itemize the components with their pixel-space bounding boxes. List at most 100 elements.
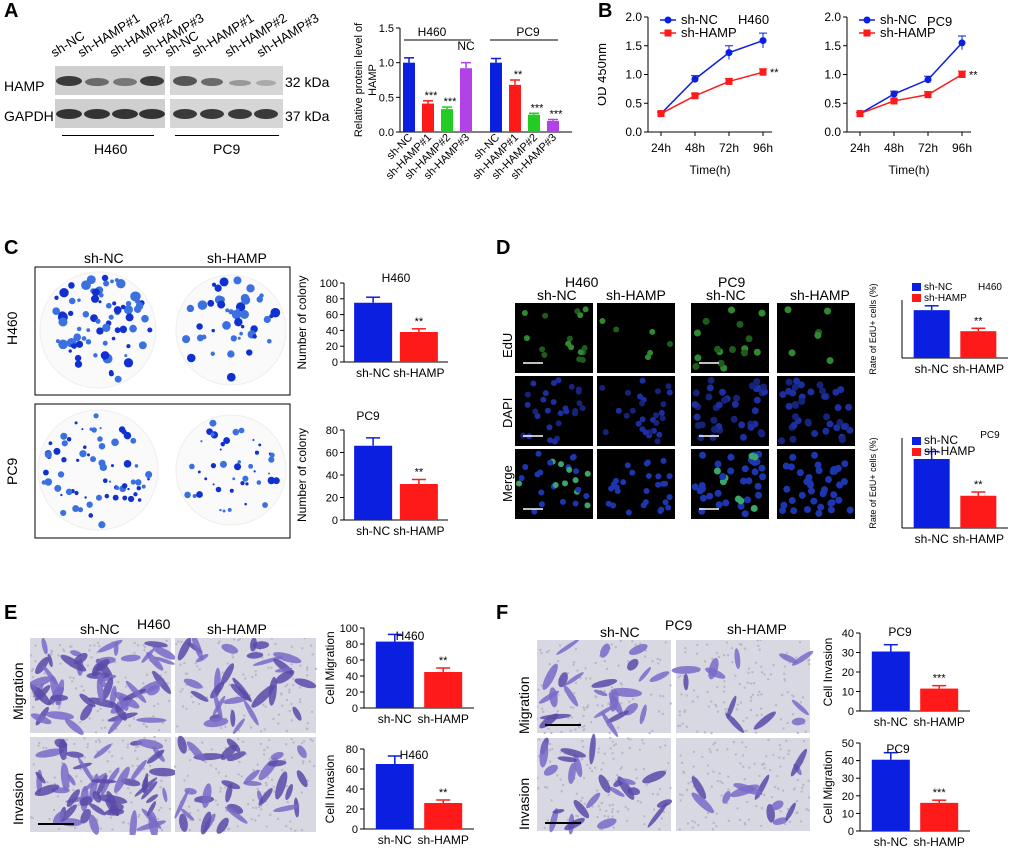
membrane-pore [582, 777, 586, 780]
stained-cell [671, 665, 701, 674]
cell-nucleus [706, 492, 714, 500]
membrane-pore [582, 706, 585, 709]
colony [115, 485, 120, 491]
membrane-pore [742, 719, 745, 723]
stained-cell [285, 783, 294, 801]
membrane-pore [129, 791, 132, 794]
chart-colony-pc9: 0 20 40 60 80 sh-NC sh-HAMP ** PC9 Number of colo… [295, 410, 448, 538]
cell-nucleus [719, 472, 727, 480]
x-tick-label: sh-NC [378, 712, 412, 726]
data-point [890, 90, 898, 98]
stained-cell [144, 641, 168, 648]
membrane-pore [145, 673, 149, 677]
membrane-pore [691, 819, 694, 823]
stained-cell [122, 688, 147, 701]
cell-nucleus [807, 388, 815, 396]
cell-nucleus [577, 349, 584, 356]
membrane-pore [782, 727, 785, 730]
cell-nucleus [748, 382, 756, 390]
membrane-pore [685, 725, 689, 728]
membrane-pore [600, 828, 604, 831]
membrane-pore [298, 698, 302, 701]
cell-nucleus [551, 438, 558, 445]
stained-cell [35, 748, 65, 758]
y-tick-label: 60 [326, 310, 338, 322]
x-tick-label: sh-HAMP [953, 532, 1004, 546]
colony [127, 487, 130, 491]
cell-nucleus [655, 481, 662, 488]
y-tick-label: 20 [326, 493, 338, 505]
membrane-pore [574, 728, 577, 731]
stained-cell [268, 676, 277, 706]
x-tick-label: 48h [884, 141, 904, 155]
membrane-pore [716, 710, 720, 713]
membrane-pore [734, 753, 737, 756]
membrane-pore [732, 740, 736, 744]
cell-nucleus [666, 340, 673, 347]
row-label-dapi: DAPI [500, 397, 515, 428]
membrane-pore [756, 640, 759, 642]
membrane-pore [111, 755, 114, 758]
membrane-pore [616, 810, 620, 813]
significance-label: *** [933, 673, 947, 685]
membrane-pore [161, 721, 164, 725]
membrane-pore [692, 765, 695, 768]
cell-nucleus [793, 377, 801, 385]
colony [68, 282, 75, 289]
stained-cell [100, 779, 111, 797]
membrane-pore [648, 731, 651, 735]
membrane-pore [65, 738, 69, 742]
membrane-pore [266, 746, 269, 749]
cell-nucleus [714, 460, 722, 468]
stained-cell [120, 654, 141, 662]
membrane-pore [715, 685, 719, 689]
cell-nucleus [699, 494, 707, 502]
cell-nucleus [779, 391, 787, 399]
colony [239, 331, 243, 336]
stained-cell [79, 693, 96, 708]
legend-label: sh-HAMP [924, 444, 975, 458]
bar [920, 802, 959, 831]
membrane-pore [285, 698, 289, 702]
membrane-pore [743, 686, 746, 690]
membrane-pore [641, 738, 644, 742]
stained-cell [563, 684, 579, 707]
membrane-pore [802, 740, 806, 743]
stained-cell [34, 685, 51, 701]
cell-nucleus [522, 464, 529, 471]
stained-cell [691, 792, 714, 814]
membrane-pore [117, 680, 120, 684]
membrane-pore [78, 720, 82, 724]
membrane-pore [285, 824, 288, 828]
bar [399, 484, 438, 520]
colony [267, 338, 272, 344]
membrane-pore [299, 664, 302, 667]
colony [219, 277, 229, 287]
legend-marker [863, 16, 871, 24]
membrane-pore [280, 768, 284, 772]
cell-nucleus [728, 345, 736, 353]
colony [57, 471, 65, 478]
membrane-pore [263, 728, 266, 731]
membrane-pore [127, 786, 130, 790]
data-point [725, 77, 733, 85]
membrane-pore [716, 779, 720, 783]
stained-cell [70, 650, 82, 657]
membrane-pore [272, 717, 275, 721]
chart-colony-h460: 0 20 40 60 80 100 sh-NC sh-HAMP ** H460 Number of … [295, 271, 448, 380]
membrane-pore [286, 800, 289, 804]
membrane-pore [548, 749, 552, 752]
bar [399, 331, 438, 362]
colony [112, 301, 117, 306]
cell-nucleus [807, 487, 815, 495]
colony [93, 353, 98, 358]
membrane-pore [678, 828, 682, 831]
stained-cell [146, 749, 165, 764]
membrane-pore [629, 738, 632, 741]
stained-cell [597, 818, 617, 829]
membrane-pore [634, 643, 637, 646]
colony [182, 335, 191, 344]
western-blot-image [55, 66, 283, 128]
chart-title: PC9 [886, 742, 910, 756]
